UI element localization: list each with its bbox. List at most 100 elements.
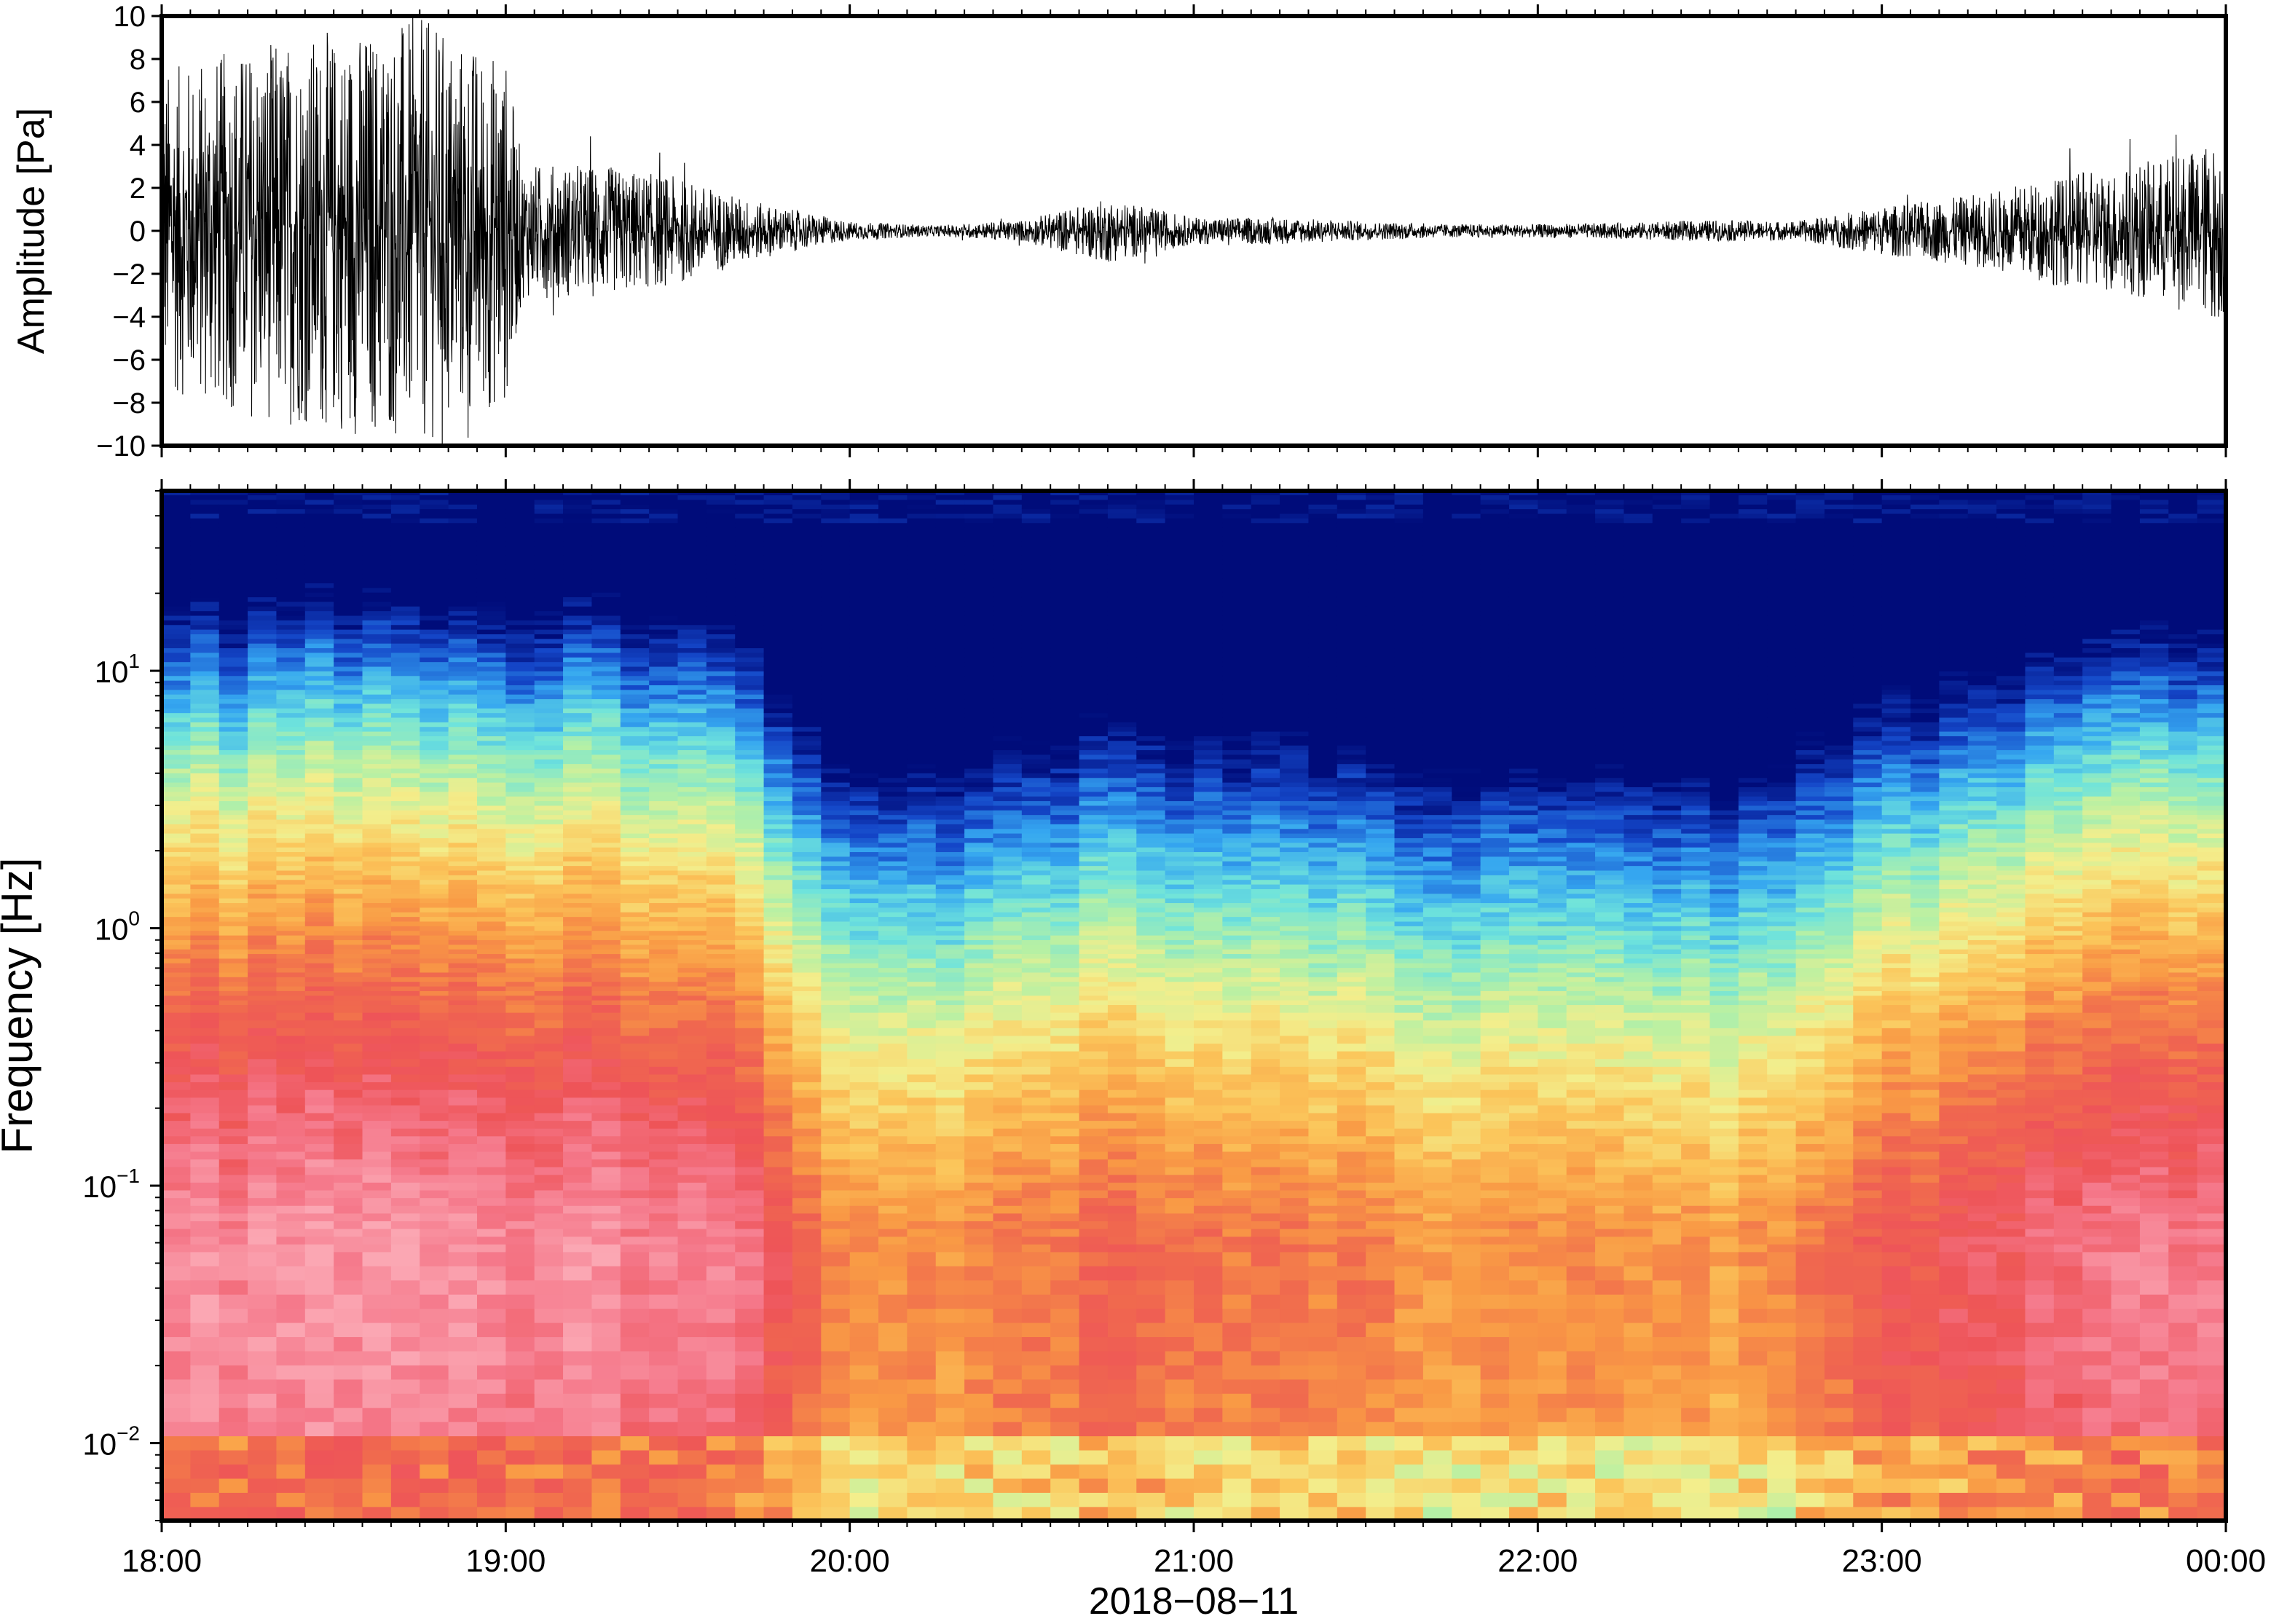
spectrogram-cell <box>563 828 593 834</box>
spectrogram-cell <box>362 1197 392 1206</box>
spectrogram-cell <box>792 1073 822 1083</box>
spectrogram-cell <box>792 666 822 671</box>
spectrogram-cell <box>821 628 851 634</box>
spectrogram-cell <box>735 1081 765 1090</box>
spectrogram-cell <box>334 1365 363 1380</box>
spectrogram-cell <box>534 1135 564 1144</box>
spectrogram-cell <box>162 1043 192 1052</box>
spectrogram-cell <box>248 1089 278 1098</box>
spectrogram-cell <box>276 999 306 1006</box>
spectrogram-cell <box>993 1151 1023 1160</box>
spectrogram-cell <box>162 685 192 690</box>
spectrogram-cell <box>162 591 192 598</box>
spectrogram-cell <box>792 587 822 593</box>
spectrogram-cell <box>993 990 1023 996</box>
spectrogram-cell <box>792 545 822 551</box>
spectrogram-cell <box>935 717 965 722</box>
spectrogram-cell <box>849 893 879 899</box>
spectrogram-cell <box>390 522 421 528</box>
spectrogram-cell <box>935 800 965 806</box>
spectrogram-cell <box>792 657 822 663</box>
spectrogram-cell <box>448 573 478 579</box>
spectrogram-cell <box>649 494 679 500</box>
spectrogram-cell <box>763 814 793 820</box>
spectrogram-cell <box>362 837 392 843</box>
spectrogram-cell <box>964 657 994 663</box>
spectrogram-cell <box>935 944 965 950</box>
spectrogram-cell <box>505 491 535 496</box>
spectrogram-cell <box>849 1407 879 1422</box>
spectrogram-cell <box>677 1097 707 1105</box>
spectrogram-cell <box>276 573 306 579</box>
spectrogram-cell <box>390 879 421 885</box>
spectrogram-cell <box>304 1066 334 1075</box>
spectrogram-cell <box>677 916 707 922</box>
spectrogram-cell <box>304 1097 334 1105</box>
spectrogram-cell <box>276 911 306 918</box>
spectrogram-cell <box>907 583 937 588</box>
spectrogram-cell <box>935 1251 965 1266</box>
spectrogram-cell <box>935 634 965 639</box>
spectrogram-cell <box>162 1393 192 1408</box>
spectrogram-cell <box>448 1159 478 1167</box>
spectrogram-cell <box>792 1322 822 1338</box>
spectrogram-cell <box>304 893 334 899</box>
spectrogram-cell <box>534 990 564 996</box>
spectrogram-cell <box>706 930 736 936</box>
spectrogram-cell <box>792 851 822 857</box>
spectrogram-cell <box>849 1159 879 1167</box>
spectrogram-cell <box>677 703 707 709</box>
spectrogram-cell <box>420 1012 449 1021</box>
spectrogram-cell <box>248 1379 278 1394</box>
spectrogram-cell <box>219 1379 248 1394</box>
spectrogram-cell <box>390 573 421 579</box>
spectrogram-cell <box>219 494 248 500</box>
spectrogram-cell <box>334 1182 363 1191</box>
spectrogram-cell <box>448 791 478 797</box>
spectrogram-cell <box>476 491 507 496</box>
spectrogram-cell <box>362 1506 392 1521</box>
spectrogram-cell <box>304 995 334 1001</box>
spectrogram-cell <box>190 1506 220 1521</box>
spectrogram-cell <box>763 985 793 991</box>
spectrogram-cell <box>763 545 793 551</box>
spectrogram-cell <box>677 971 707 977</box>
spectrogram-cell <box>763 689 793 695</box>
spectrogram-cell <box>190 540 220 547</box>
spectrogram-cell <box>219 642 248 649</box>
spectrogram-cell <box>763 860 793 867</box>
spectrogram-cell <box>649 981 679 987</box>
spectrogram-cell <box>334 824 363 829</box>
spectrogram-cell <box>563 1166 593 1175</box>
spectrogram-cell <box>706 879 736 885</box>
spectrogram-cell <box>420 620 449 626</box>
spectrogram-cell <box>534 628 564 634</box>
spectrogram-cell <box>649 661 679 667</box>
spectrogram-cell <box>907 642 937 649</box>
spectrogram-cell <box>505 930 535 936</box>
spectrogram-cell <box>677 1293 707 1309</box>
spectrogram-cell <box>162 540 192 547</box>
spectrogram-cell <box>649 540 679 547</box>
spectrogram-cell <box>677 642 707 649</box>
spectrogram-cell <box>878 842 908 848</box>
spectrogram-cell <box>763 1506 793 1521</box>
spectrogram-cell <box>620 926 650 931</box>
spectrogram-cell <box>993 708 1023 714</box>
spectrogram-cell <box>964 902 994 908</box>
spectrogram-cell <box>935 740 965 746</box>
spectrogram-cell <box>448 518 478 524</box>
spectrogram-cell <box>649 744 679 751</box>
spectrogram-cell <box>649 671 679 677</box>
spectrogram-cell <box>591 824 621 829</box>
spectrogram-cell <box>821 1350 851 1365</box>
spectrogram-cell <box>190 527 220 532</box>
spectrogram-cell <box>476 768 507 773</box>
spectrogram-cell <box>935 1266 965 1281</box>
spectrogram-cell <box>476 1506 507 1521</box>
spectrogram-cell <box>390 800 421 806</box>
spectrogram-cell <box>505 578 535 583</box>
spectrogram-cell <box>563 628 593 634</box>
spectrogram-cell <box>620 1213 650 1221</box>
spectrogram-cell <box>248 569 278 575</box>
